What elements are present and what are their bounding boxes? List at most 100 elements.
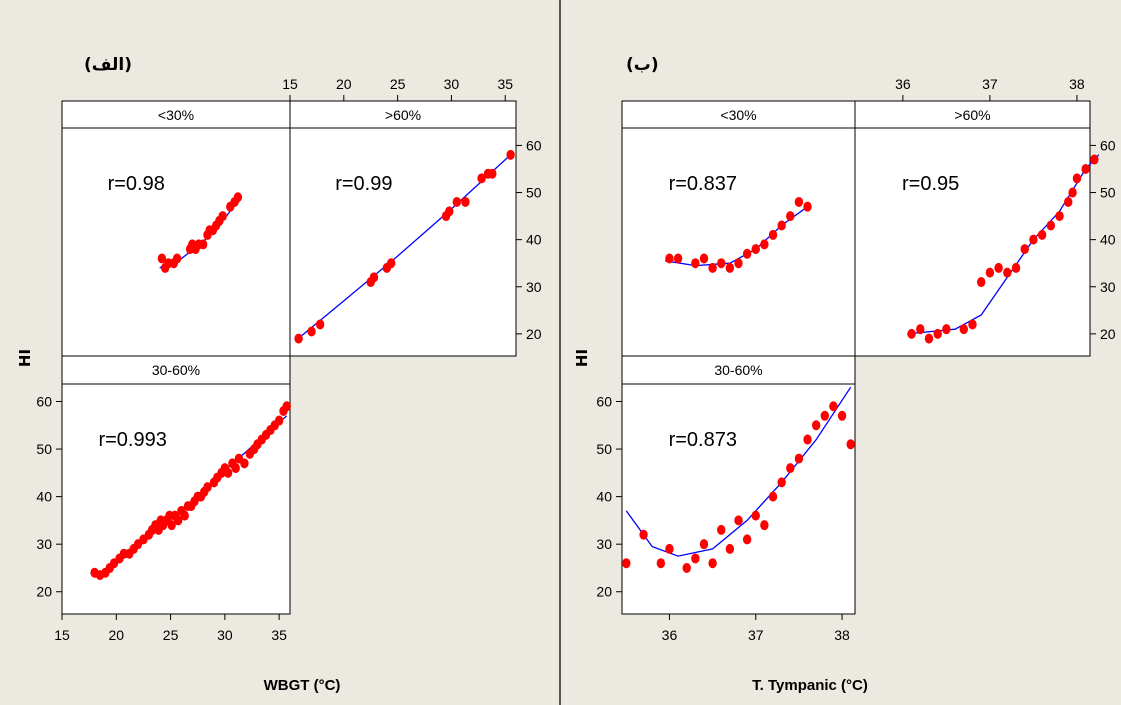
data-point xyxy=(673,253,683,264)
panel-plot-area xyxy=(289,127,517,357)
panel-1: <30% r=0.837 xyxy=(621,100,856,357)
data-point xyxy=(274,415,284,426)
x-tick-label-bottom: 37 xyxy=(748,627,764,643)
correlation-annotation: r=0.98 xyxy=(108,173,165,195)
data-point xyxy=(665,543,674,554)
panel-strip-label: <30% xyxy=(158,107,194,123)
data-point xyxy=(794,453,804,464)
data-point xyxy=(734,515,743,526)
panel-2: >60% r=0.95 xyxy=(854,100,1100,357)
correlation-annotation: r=0.95 xyxy=(902,173,959,195)
data-point xyxy=(837,410,847,421)
data-point xyxy=(794,196,804,207)
data-point xyxy=(223,467,233,478)
data-point xyxy=(708,558,717,569)
x-tick-label-top: 38 xyxy=(1069,76,1085,92)
y-tick-label-left: 50 xyxy=(36,441,52,457)
x-tick-label-bottom: 15 xyxy=(54,627,70,643)
data-point xyxy=(1020,244,1029,255)
y-tick-label-right: 40 xyxy=(526,232,542,248)
data-point xyxy=(742,248,752,259)
panel-strip xyxy=(61,355,291,385)
data-point xyxy=(369,272,379,283)
data-point xyxy=(452,196,462,207)
data-point xyxy=(488,168,497,179)
data-point xyxy=(1055,211,1064,222)
data-point xyxy=(811,420,821,431)
panel-strip xyxy=(621,355,856,385)
x-tick-label-top: 20 xyxy=(336,76,352,92)
data-point xyxy=(742,534,752,545)
panel-plot-area xyxy=(854,127,1091,357)
panel-3: 30-60% r=0.993 xyxy=(61,355,291,615)
data-point xyxy=(820,410,829,421)
data-point xyxy=(315,319,325,330)
data-point xyxy=(751,244,760,255)
panel-strip xyxy=(621,100,856,129)
y-tick-label-left: 40 xyxy=(596,489,612,505)
chart-title: (ب) xyxy=(626,55,659,75)
data-point xyxy=(173,515,183,526)
x-tick-label-bottom: 36 xyxy=(662,627,678,643)
y-tick-label-right: 50 xyxy=(1100,185,1116,201)
data-point xyxy=(682,562,691,573)
data-point xyxy=(477,173,486,184)
data-point xyxy=(699,539,709,550)
data-point xyxy=(829,401,838,412)
data-point xyxy=(294,333,303,344)
data-point xyxy=(1037,229,1047,240)
y-tick-label-left: 30 xyxy=(36,536,52,552)
chart-1: (الف)<30%r=0.98>60%r=0.9930-60%r=0.99315… xyxy=(16,55,542,694)
data-point xyxy=(768,491,778,502)
y-tick-label-left: 20 xyxy=(596,584,612,600)
data-point xyxy=(240,458,249,469)
x-tick-label-top: 30 xyxy=(444,76,460,92)
data-point xyxy=(157,253,167,264)
fit-line xyxy=(625,386,852,557)
panel-strip xyxy=(289,100,517,129)
data-point xyxy=(846,439,855,450)
data-point xyxy=(803,434,812,445)
panel-1: <30% r=0.98 xyxy=(61,100,291,357)
y-tick-label-right: 60 xyxy=(526,137,542,153)
data-point xyxy=(916,324,925,335)
x-tick-label-top: 37 xyxy=(982,76,998,92)
fit-line xyxy=(907,154,1100,335)
data-point xyxy=(768,229,778,240)
y-tick-label-right: 50 xyxy=(526,185,542,201)
data-point xyxy=(1046,220,1056,231)
x-tick-label-top: 36 xyxy=(895,76,911,92)
correlation-annotation: r=0.99 xyxy=(335,173,392,195)
data-point xyxy=(1068,187,1077,198)
data-point xyxy=(180,510,189,521)
data-point xyxy=(233,192,243,203)
data-point xyxy=(942,324,951,335)
data-point xyxy=(751,510,760,521)
axes: 15 20 25 30 35 15 20 25 30 35 20 30 40 50 60 20 30 40 50 60 xyxy=(36,76,541,643)
data-point xyxy=(218,211,227,222)
panel-plot-area xyxy=(621,383,856,615)
data-point xyxy=(445,206,454,217)
y-tick-label-left: 50 xyxy=(596,441,612,457)
x-tick-label-bottom: 20 xyxy=(108,627,124,643)
x-tick-label-bottom: 38 xyxy=(834,627,850,643)
data-point xyxy=(1003,267,1012,278)
data-point xyxy=(907,328,916,339)
x-tick-label-top: 35 xyxy=(497,76,513,92)
data-point xyxy=(307,326,316,337)
data-point xyxy=(1081,163,1090,174)
panel-plot-area xyxy=(621,127,856,357)
data-point xyxy=(786,463,795,474)
y-tick-label-left: 40 xyxy=(36,489,52,505)
data-point xyxy=(994,262,1003,273)
correlation-annotation: r=0.993 xyxy=(98,429,166,451)
data-point xyxy=(760,520,769,531)
data-point xyxy=(985,267,995,278)
data-point xyxy=(734,258,743,269)
correlation-annotation: r=0.837 xyxy=(669,173,737,195)
data-point xyxy=(1029,234,1038,245)
y-tick-label-left: 20 xyxy=(36,584,52,600)
correlation-annotation: r=0.873 xyxy=(669,429,737,451)
data-point xyxy=(760,239,769,250)
